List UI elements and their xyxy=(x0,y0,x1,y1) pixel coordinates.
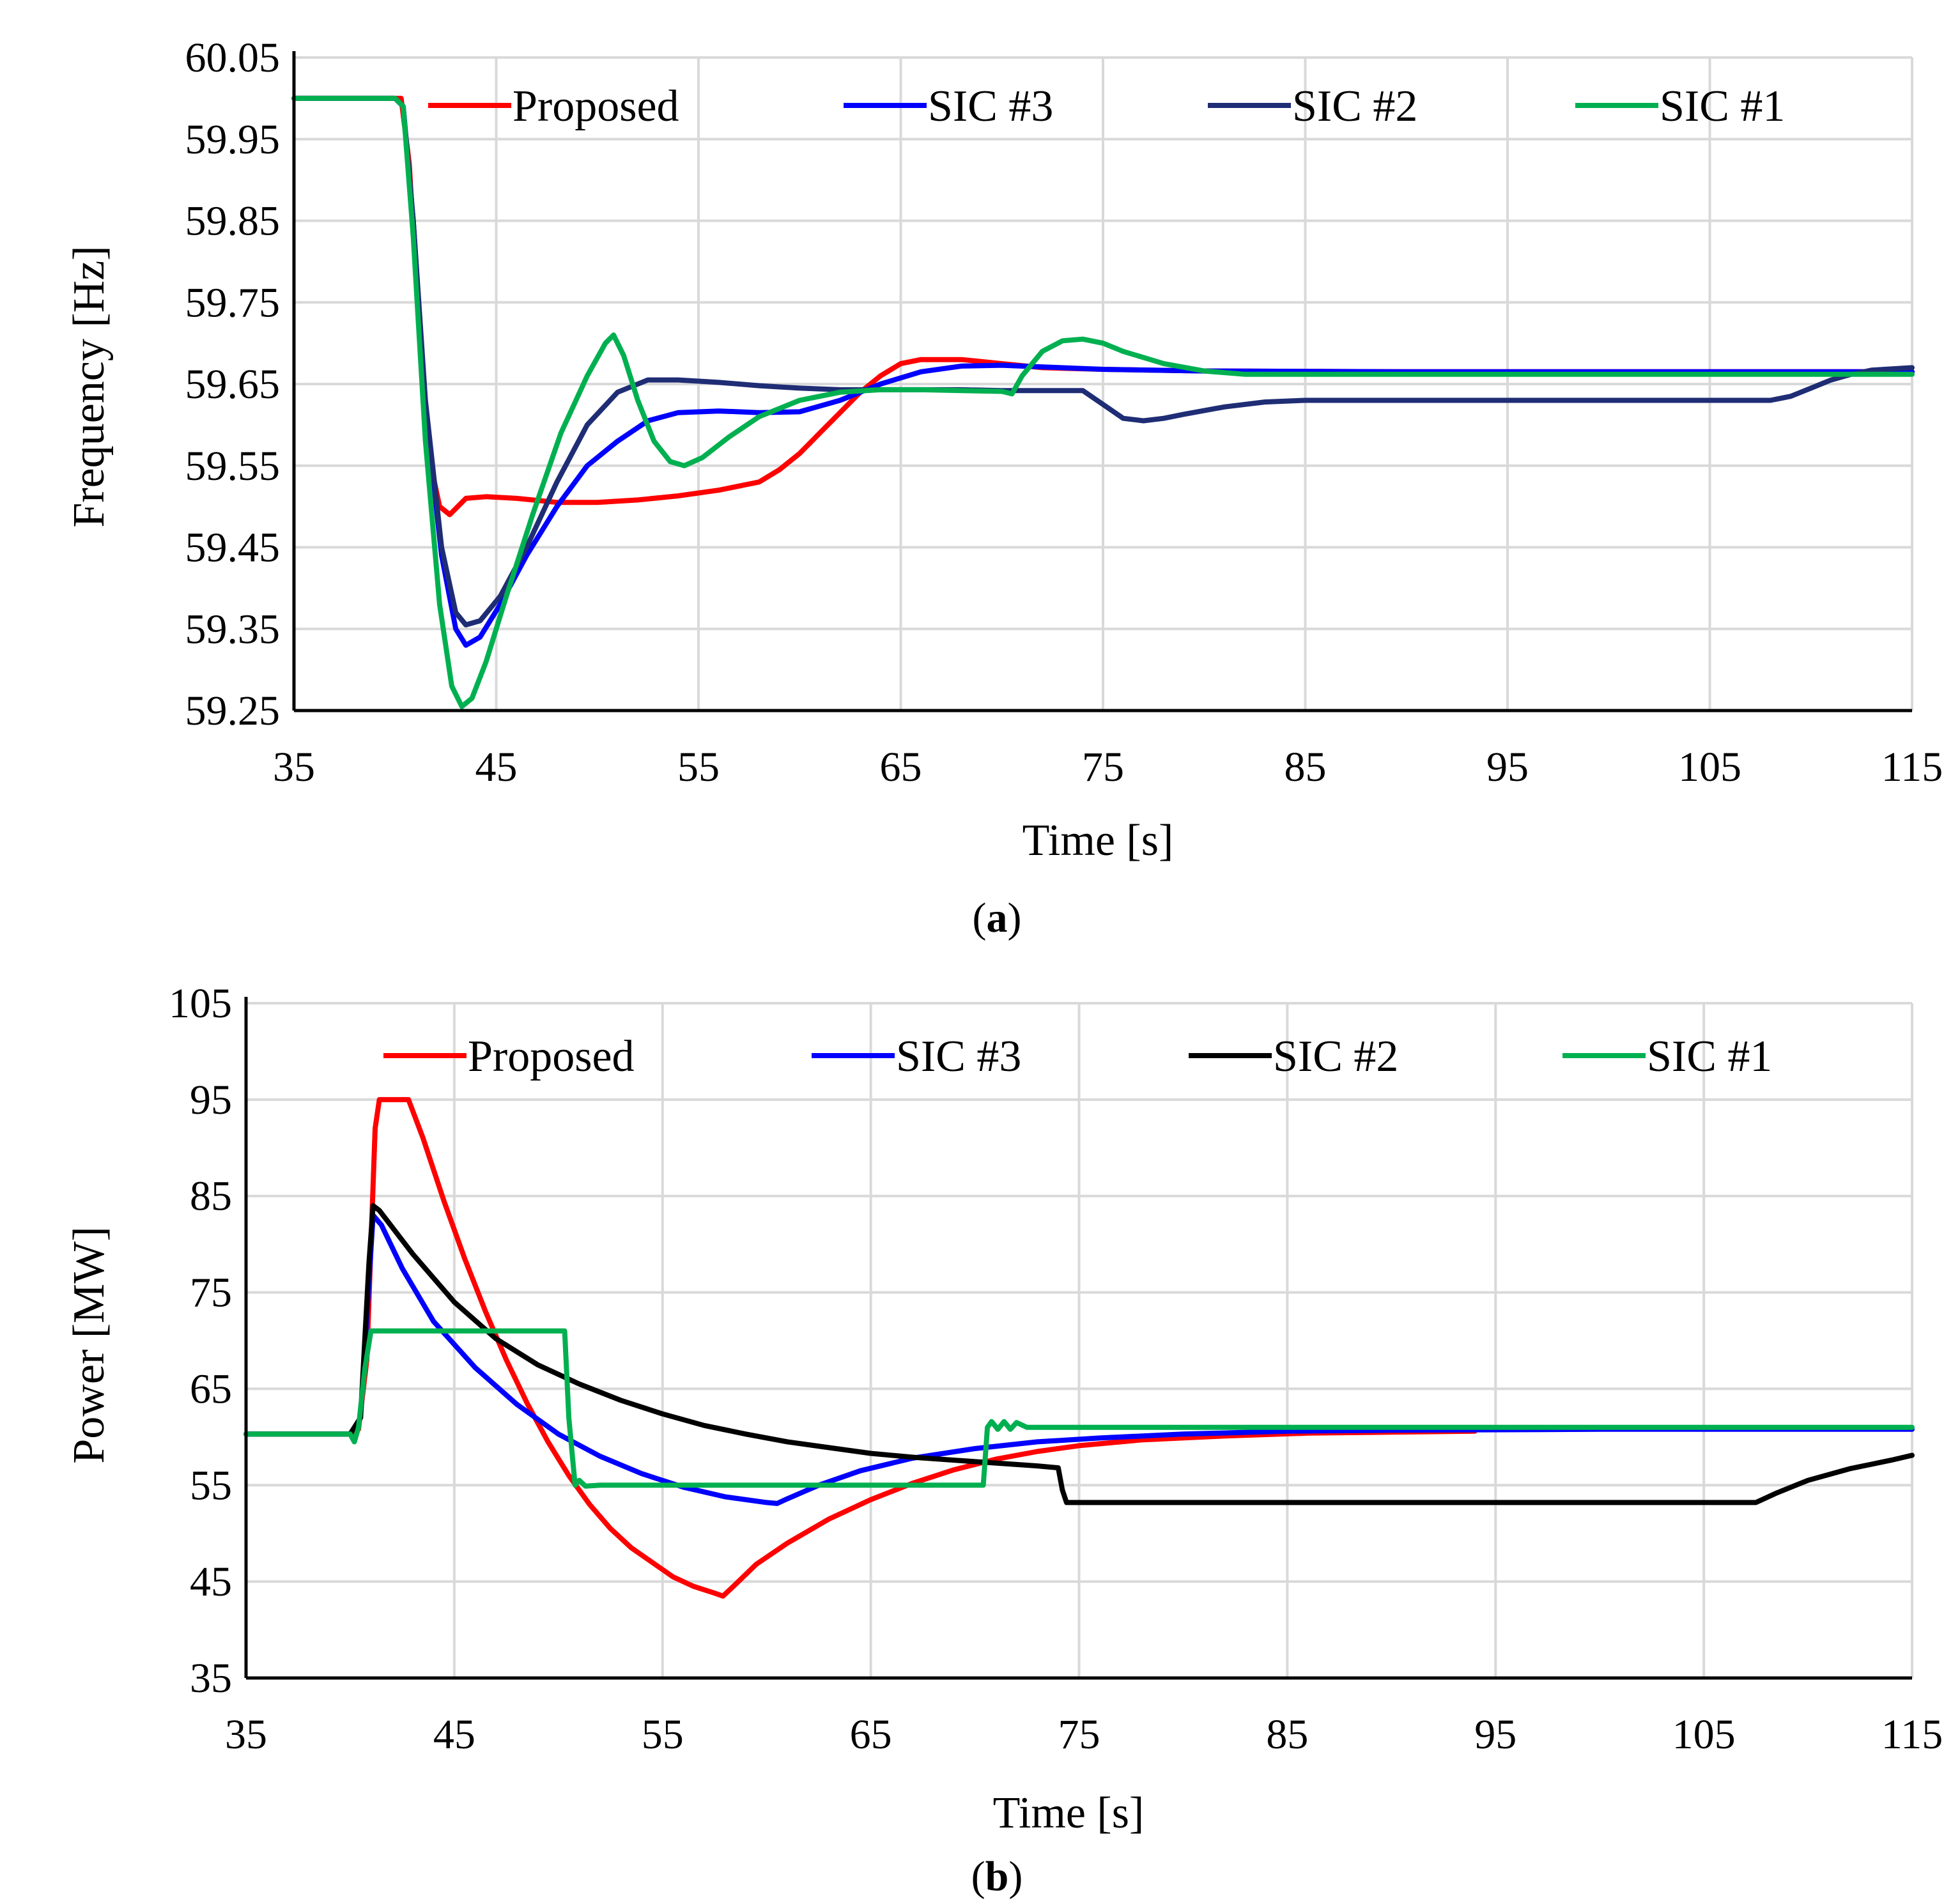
y-axis-title: Frequency [Hz] xyxy=(65,245,114,527)
y-tick-labels: 59.25 59.35 59.45 59.55 59.65 59.75 59.85 59.95… xyxy=(185,35,281,734)
legend: Proposed SIC #3 SIC #2 SIC #1 xyxy=(428,82,1785,131)
y-tick-label: 45 xyxy=(190,1559,232,1605)
y-tick-label: 59.85 xyxy=(185,198,281,245)
x-tick-label: 55 xyxy=(642,1711,684,1758)
x-tick-label: 105 xyxy=(1672,1711,1736,1758)
y-tick-label: 95 xyxy=(190,1077,232,1123)
x-tick-label: 65 xyxy=(880,744,922,790)
y-axis-title: Power [MW] xyxy=(65,1226,114,1463)
series-line-sic-2 xyxy=(243,1203,1915,1505)
y-tick-label: 59.65 xyxy=(185,361,281,408)
x-tick-label: 75 xyxy=(1058,1711,1100,1758)
x-tick-label: 85 xyxy=(1266,1711,1308,1758)
x-tick-label: 95 xyxy=(1486,744,1529,790)
y-tick-label: 59.45 xyxy=(185,525,281,571)
x-tick-label: 45 xyxy=(475,744,518,790)
x-tick-label: 95 xyxy=(1474,1711,1516,1758)
x-tick-label: 65 xyxy=(850,1711,892,1758)
y-tick-label: 105 xyxy=(169,980,232,1027)
legend: Proposed SIC #3 SIC #2 SIC #1 xyxy=(383,1032,1772,1081)
panel-letter: b xyxy=(985,1853,1009,1900)
x-tick-label: 115 xyxy=(1881,744,1943,790)
y-tick-label: 59.75 xyxy=(185,279,281,326)
x-tick-label: 55 xyxy=(677,744,720,790)
axes xyxy=(292,51,1912,712)
x-tick-labels: 35 45 55 65 75 85 95 105 115 xyxy=(273,744,1943,790)
x-tick-label: 105 xyxy=(1678,744,1741,790)
legend-label: SIC #2 xyxy=(1273,1032,1398,1081)
y-tick-label: 65 xyxy=(190,1366,232,1412)
x-tick-label: 45 xyxy=(433,1711,475,1758)
x-tick-label: 115 xyxy=(1881,1711,1943,1758)
y-tick-label: 85 xyxy=(190,1173,232,1220)
series-line-sic-1 xyxy=(243,1328,1915,1489)
x-axis-title: Time [s] xyxy=(993,1789,1145,1838)
legend-label: Proposed xyxy=(468,1032,635,1081)
data-lines xyxy=(291,95,1915,709)
legend-label: SIC #1 xyxy=(1647,1032,1772,1081)
x-axis-title: Time [s] xyxy=(1022,816,1174,865)
series-line-sic-1 xyxy=(291,95,1915,709)
y-tick-label: 59.25 xyxy=(185,688,281,734)
y-tick-labels: 35 45 55 65 75 85 95 105 xyxy=(169,980,232,1702)
y-tick-label: 59.95 xyxy=(185,116,281,163)
gridlines xyxy=(246,1002,1913,1678)
legend-label: SIC #3 xyxy=(928,82,1053,131)
y-tick-label: 35 xyxy=(190,1655,232,1702)
axes xyxy=(244,997,1912,1680)
y-tick-label: 75 xyxy=(190,1270,232,1316)
y-tick-label: 55 xyxy=(190,1462,232,1509)
legend-label: Proposed xyxy=(513,82,679,131)
x-tick-label: 35 xyxy=(225,1711,267,1758)
y-tick-label: 59.55 xyxy=(185,443,281,489)
x-tick-label: 35 xyxy=(273,744,315,790)
chart-panel-b: 35 45 55 65 75 85 95 105 35 45 55 65 75 85 95 105 115 P… xyxy=(65,980,1943,1900)
legend-label: SIC #3 xyxy=(896,1032,1021,1081)
x-tick-label: 85 xyxy=(1285,744,1327,790)
data-lines xyxy=(243,1097,1915,1599)
y-tick-label: 60.05 xyxy=(185,35,281,81)
series-line-sic-3 xyxy=(243,1212,1915,1506)
panel-label: (b) xyxy=(971,1853,1023,1900)
gridlines xyxy=(294,56,1913,711)
x-tick-label: 75 xyxy=(1082,744,1124,790)
series-line-proposed xyxy=(243,1097,1478,1599)
chart-panel-a: 59.25 59.35 59.45 59.55 59.65 59.75 59.85 59.95… xyxy=(65,35,1943,941)
legend-label: SIC #2 xyxy=(1292,82,1417,131)
panel-letter: a xyxy=(987,895,1008,941)
x-tick-labels: 35 45 55 65 75 85 95 105 115 xyxy=(225,1711,1943,1758)
legend-label: SIC #1 xyxy=(1660,82,1785,131)
y-tick-label: 59.35 xyxy=(185,606,281,652)
panel-label: (a) xyxy=(973,895,1022,941)
